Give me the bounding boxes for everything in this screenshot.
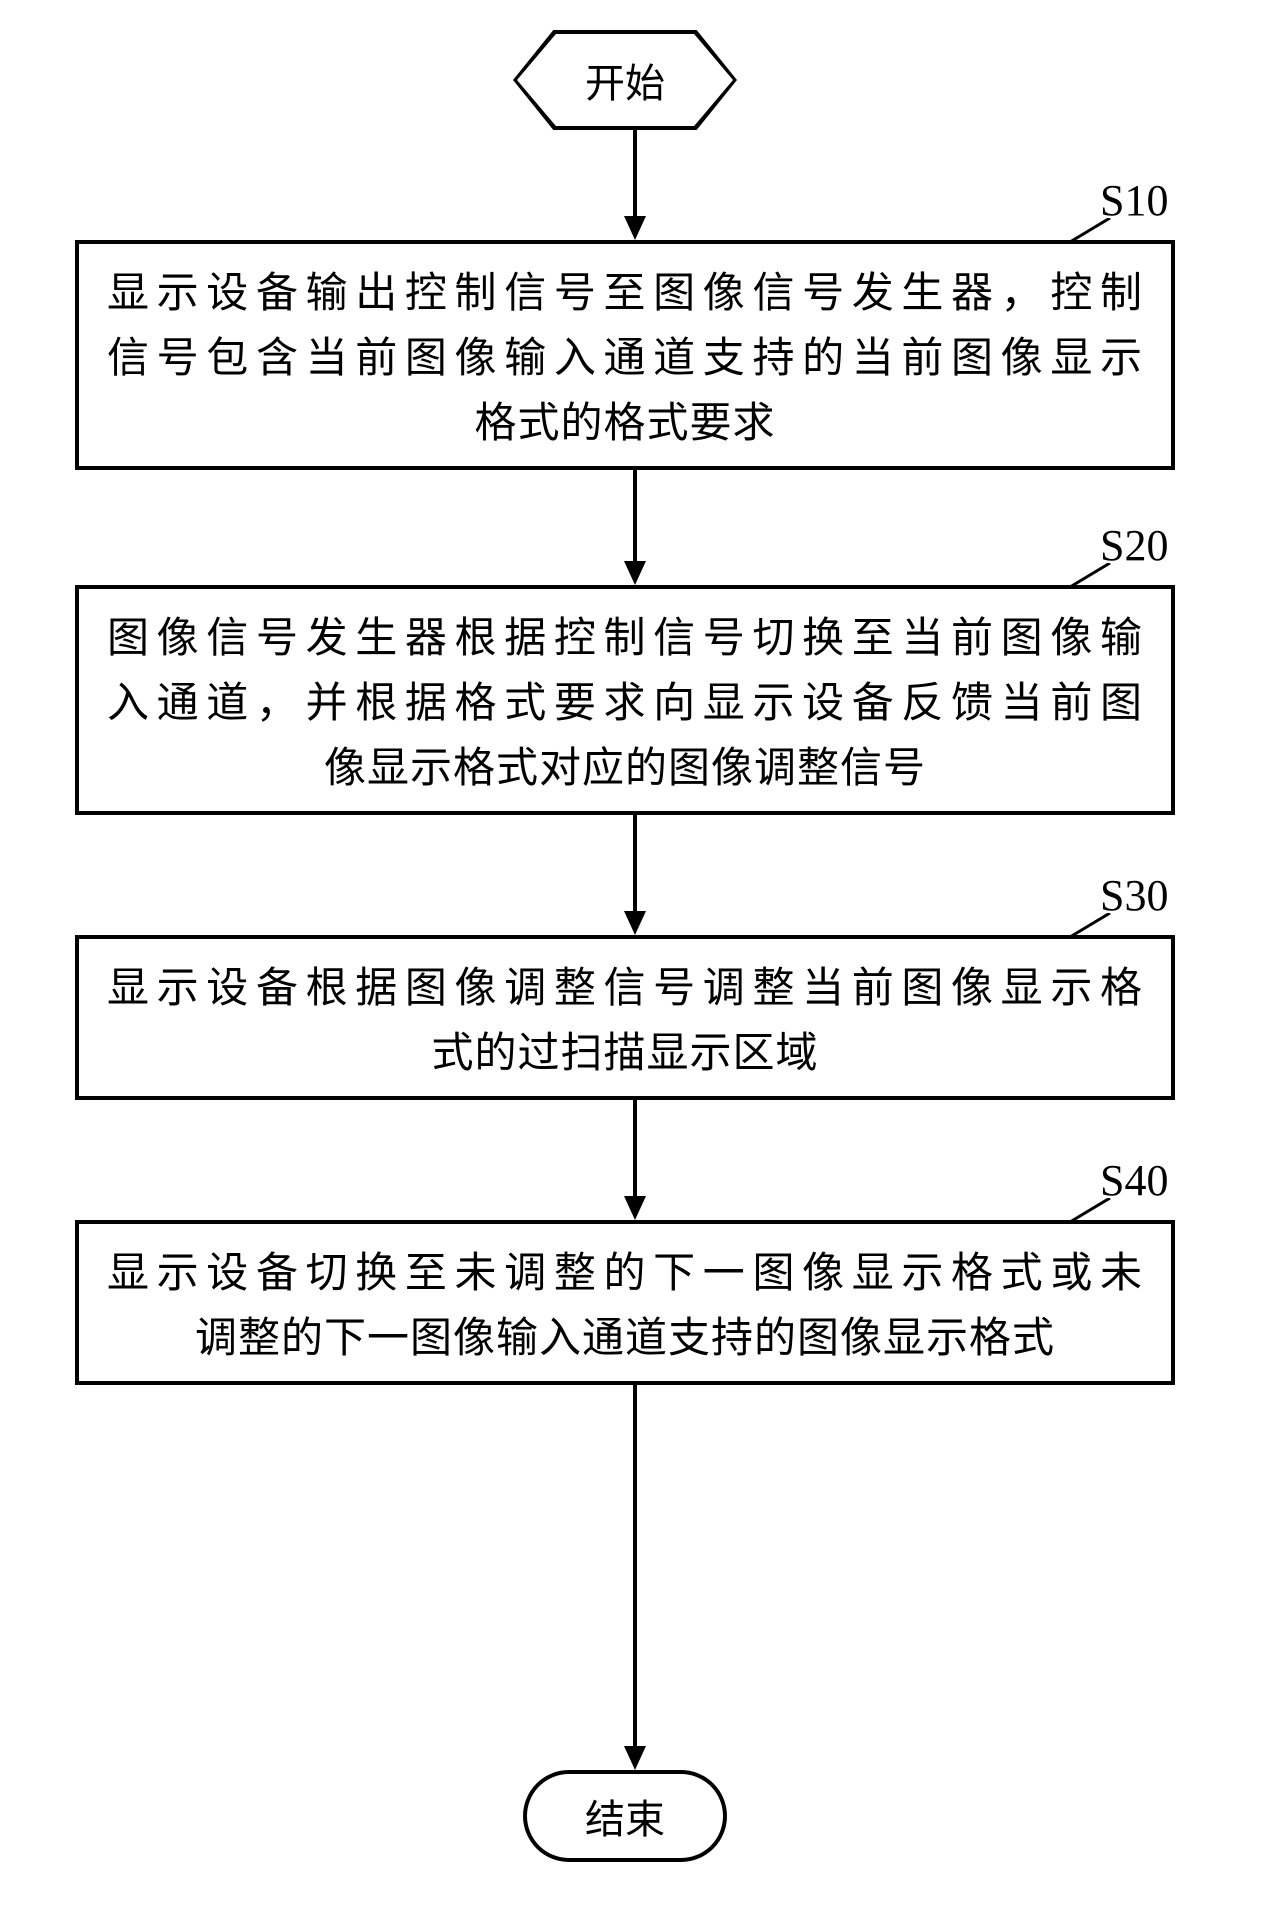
process-s20-line1: 图像信号发生器根据控制信号切换至当前图像输 [107,607,1143,672]
arrow-s30-s40 [615,1100,655,1220]
end-terminator: 结束 [523,1770,727,1862]
flowchart: 开始 显示设备输出控制信号至图像信号发生器，控制 信号包含当前图像输入通道支持的… [0,0,1269,1910]
process-s40-line1: 显示设备切换至未调整的下一图像显示格式或未 [107,1242,1143,1307]
process-s40-line2: 调整的下一图像输入通道支持的图像显示格式 [107,1307,1143,1372]
process-s20-line2: 入通道，并根据格式要求向显示设备反馈当前图 [107,672,1143,737]
process-s10: 显示设备输出控制信号至图像信号发生器，控制 信号包含当前图像输入通道支持的当前图… [75,240,1175,470]
process-s20: 图像信号发生器根据控制信号切换至当前图像输 入通道，并根据格式要求向显示设备反馈… [75,585,1175,815]
arrow-s20-s30 [615,815,655,935]
process-s30: 显示设备根据图像调整信号调整当前图像显示格 式的过扫描显示区域 [75,935,1175,1100]
step-label-s30: S30 [1100,870,1168,921]
arrow-s40-end [615,1385,655,1770]
start-terminator: 开始 [513,30,737,130]
process-s10-line2: 信号包含当前图像输入通道支持的当前图像显示 [107,327,1143,392]
start-label: 开始 [585,51,665,109]
process-s40: 显示设备切换至未调整的下一图像显示格式或未 调整的下一图像输入通道支持的图像显示… [75,1220,1175,1385]
arrow-s10-s20 [615,470,655,585]
arrow-start-s10 [615,130,655,240]
step-label-s10: S10 [1100,175,1168,226]
process-s10-line3: 格式的格式要求 [107,392,1143,457]
end-label: 结束 [585,1787,665,1845]
process-s10-line1: 显示设备输出控制信号至图像信号发生器，控制 [107,262,1143,327]
step-label-s20: S20 [1100,520,1168,571]
process-s20-line3: 像显示格式对应的图像调整信号 [107,737,1143,802]
process-s30-line2: 式的过扫描显示区域 [107,1022,1143,1087]
process-s30-line1: 显示设备根据图像调整信号调整当前图像显示格 [107,957,1143,1022]
step-label-s40: S40 [1100,1155,1168,1206]
